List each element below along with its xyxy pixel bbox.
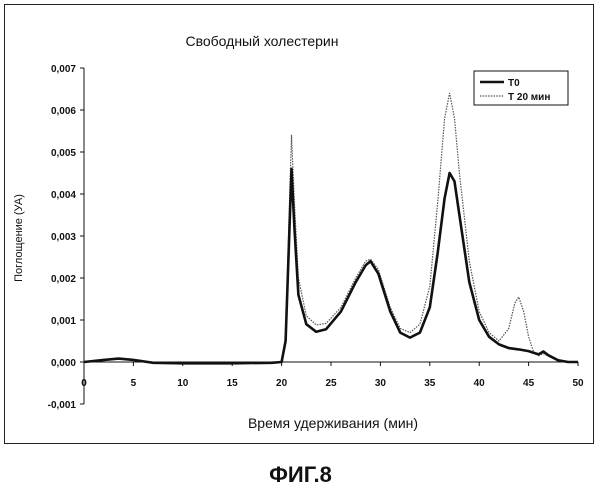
y-tick-label: 0,005 <box>51 148 76 159</box>
x-tick-label: 50 <box>572 378 584 389</box>
figure-caption: ФИГ.8 <box>269 462 332 487</box>
y-tick-label: 0,002 <box>51 274 76 285</box>
x-tick-label: 35 <box>424 378 436 389</box>
axes <box>83 68 578 404</box>
y-axis-label: Поглощение (УА) <box>13 194 25 282</box>
x-tick-label: 0 <box>81 378 87 389</box>
x-tick-label: 15 <box>227 378 239 389</box>
chart-frame <box>4 4 594 444</box>
series-line-t20 <box>83 92 578 364</box>
x-tick-label: 25 <box>325 378 337 389</box>
y-tick-label: 0,000 <box>51 358 76 369</box>
x-tick-label: 10 <box>177 378 189 389</box>
x-tick-label: 30 <box>375 378 387 389</box>
chart-title: Свободный холестерин <box>185 33 338 49</box>
y-tick-label: 0,004 <box>51 190 76 201</box>
series-layer <box>83 92 578 365</box>
y-tick-label: 0,001 <box>51 316 76 327</box>
series-line-t0 <box>83 167 578 365</box>
legend-label: T0 <box>508 78 520 89</box>
y-tick-label: 0,003 <box>51 232 76 243</box>
x-tick-label: 45 <box>523 378 535 389</box>
legend-label: T 20 мин <box>508 92 550 103</box>
ticks: -0,001 0,000 0,001 0,002 0,003 0,004 0,005 0,00… <box>48 64 584 411</box>
legend: T0 T 20 мин <box>473 70 569 106</box>
y-tick-label: -0,001 <box>48 400 77 411</box>
x-tick-label: 20 <box>276 378 288 389</box>
y-tick-label: 0,007 <box>51 64 76 75</box>
y-tick-label: 0,006 <box>51 106 76 117</box>
x-tick-label: 5 <box>131 378 137 389</box>
x-axis-label: Время удерживания (мин) <box>248 415 418 431</box>
x-tick-label: 40 <box>474 378 486 389</box>
legend-box <box>473 70 569 106</box>
